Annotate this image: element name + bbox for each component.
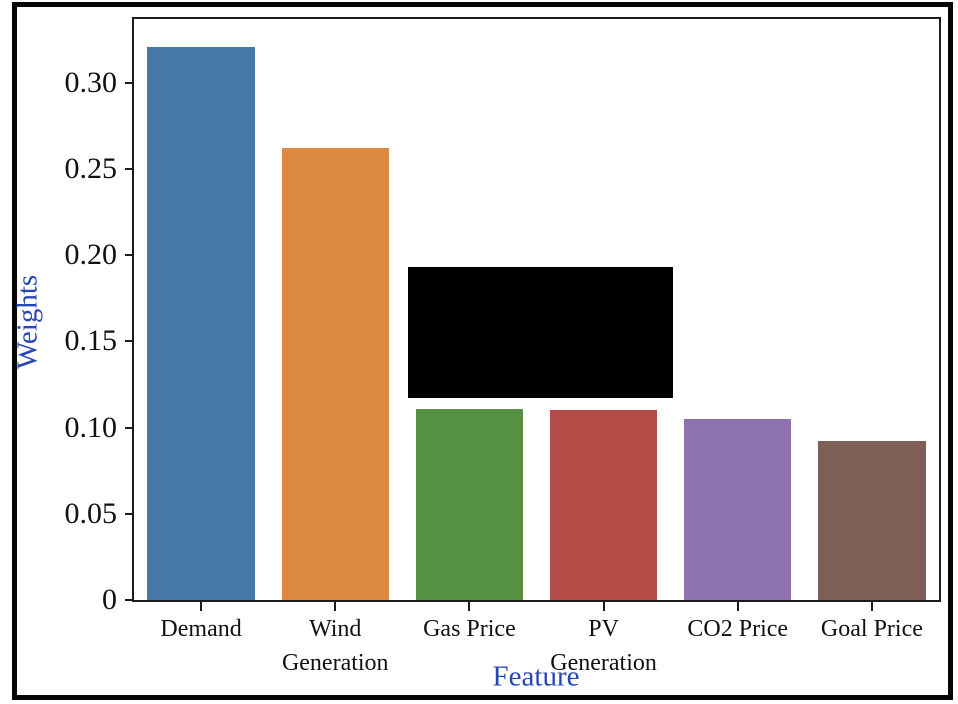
bar-demand xyxy=(147,46,255,600)
x-tick-label-gas-price: Gas Price xyxy=(423,616,516,642)
plot-area xyxy=(132,17,941,602)
x-tick-mark xyxy=(870,602,873,611)
redaction-box xyxy=(407,267,673,399)
bar-co2-price xyxy=(684,418,792,600)
x-tick-mark xyxy=(736,602,739,611)
y-tick-label: 0.20 xyxy=(64,238,118,272)
x-tick-label-pv-generation: PV Generation xyxy=(550,616,657,676)
y-tick-label: 0.05 xyxy=(64,496,118,530)
x-tick-label-demand: Demand xyxy=(160,616,242,642)
x-tick-mark xyxy=(602,602,605,611)
y-tick-mark xyxy=(125,81,134,84)
bar-gas-price xyxy=(415,408,524,600)
y-tick-mark xyxy=(125,426,134,429)
y-tick-mark xyxy=(125,167,134,170)
y-tick-label: 0.25 xyxy=(64,151,118,185)
bar-pv-generation xyxy=(549,410,658,600)
bar-goal-price xyxy=(818,441,926,600)
y-tick-label: 0.30 xyxy=(64,65,118,99)
y-tick-label: 0 xyxy=(102,583,117,616)
x-axis-label: Feature xyxy=(492,660,580,693)
x-tick-mark xyxy=(334,602,337,611)
x-tick-label-goal-price: Goal Price xyxy=(820,616,923,642)
x-tick-mark xyxy=(200,602,203,611)
x-tick-label-co2-price: CO2 Price xyxy=(687,616,789,642)
x-tick-label-wind-generation: Wind Generation xyxy=(281,616,389,676)
y-tick-label: 0.15 xyxy=(64,324,118,358)
y-tick-label: 0.10 xyxy=(64,410,118,444)
y-tick-mark xyxy=(125,254,134,257)
x-tick-mark xyxy=(468,602,471,611)
y-axis-label: Weights xyxy=(11,274,44,370)
y-tick-mark xyxy=(125,599,134,601)
y-tick-mark xyxy=(125,512,134,515)
y-tick-mark xyxy=(125,340,134,343)
bar-wind-generation xyxy=(281,148,389,600)
